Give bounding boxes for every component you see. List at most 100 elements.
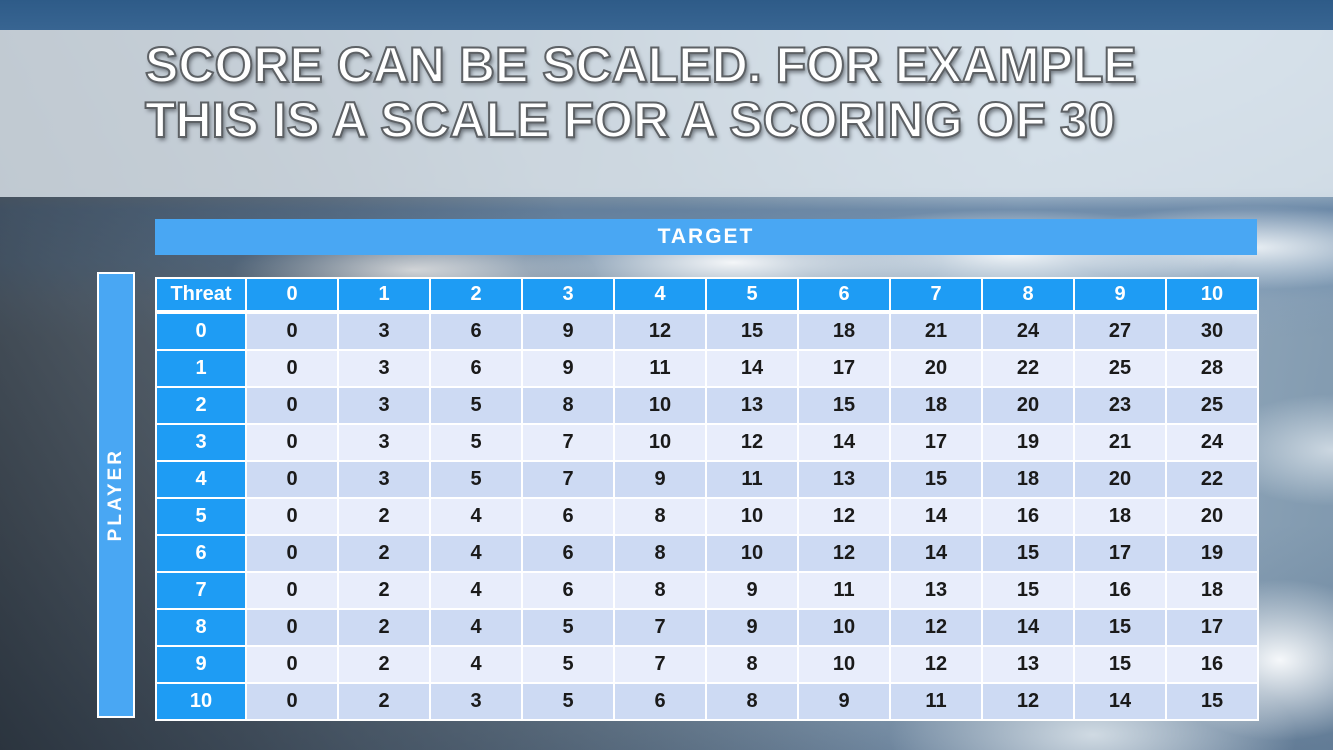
score-cell: 15 [705,311,799,351]
table-row: 9 0 2 4 5 7 8 10 12 13 15 16 [155,645,1259,684]
score-cell: 9 [705,608,799,647]
score-cell: 4 [429,608,523,647]
score-cell: 17 [797,349,891,388]
score-cell: 5 [521,608,615,647]
score-cell: 15 [797,386,891,425]
score-cell: 3 [337,349,431,388]
score-cell: 13 [705,386,799,425]
col-header: 2 [429,277,523,314]
col-header: 5 [705,277,799,314]
score-cell: 30 [1165,311,1259,351]
score-cell: 10 [705,497,799,536]
player-label: PLAYER [105,448,126,542]
score-cell: 8 [613,571,707,610]
score-cell: 10 [705,534,799,573]
score-cell: 18 [981,460,1075,499]
row-header: 2 [155,386,247,425]
score-cell: 12 [705,423,799,462]
row-header: 7 [155,571,247,610]
score-cell: 20 [981,386,1075,425]
score-cell: 2 [337,682,431,721]
table-row: 8 0 2 4 5 7 9 10 12 14 15 17 [155,608,1259,647]
score-cell: 7 [521,423,615,462]
score-cell: 11 [797,571,891,610]
score-cell: 7 [521,460,615,499]
score-cell: 4 [429,534,523,573]
score-cell: 6 [429,311,523,351]
score-cell: 14 [1073,682,1167,721]
top-accent-bar [0,0,1333,30]
score-cell: 8 [521,386,615,425]
score-cell: 10 [613,386,707,425]
score-cell: 3 [337,386,431,425]
score-cell: 12 [889,645,983,684]
col-header: 6 [797,277,891,314]
score-cell: 6 [521,534,615,573]
score-cell: 12 [797,534,891,573]
score-cell: 6 [429,349,523,388]
score-cell: 2 [337,608,431,647]
score-cell: 17 [1165,608,1259,647]
score-cell: 13 [981,645,1075,684]
score-cell: 14 [797,423,891,462]
score-cell: 21 [1073,423,1167,462]
table-header-row: Threat 0 1 2 3 4 5 6 7 8 9 10 [155,277,1259,314]
score-cell: 6 [521,571,615,610]
player-header-bar: PLAYER [97,272,135,718]
score-cell: 28 [1165,349,1259,388]
table-row: 2 0 3 5 8 10 13 15 18 20 23 25 [155,386,1259,425]
target-header-bar: TARGET [155,219,1257,255]
score-cell: 20 [889,349,983,388]
row-header: 9 [155,645,247,684]
score-cell: 13 [889,571,983,610]
score-cell: 6 [521,497,615,536]
score-cell: 0 [245,497,339,536]
col-header: 0 [245,277,339,314]
col-header: 9 [1073,277,1167,314]
score-cell: 11 [705,460,799,499]
score-cell: 16 [1073,571,1167,610]
score-cell: 18 [1073,497,1167,536]
table-row: 6 0 2 4 6 8 10 12 14 15 17 19 [155,534,1259,573]
score-cell: 5 [521,682,615,721]
score-cell: 7 [613,608,707,647]
score-cell: 3 [337,460,431,499]
title-banner: SCORE CAN BE SCALED. FOR EXAMPLE THIS IS… [0,30,1333,197]
score-cell: 8 [613,497,707,536]
score-cell: 25 [1165,386,1259,425]
score-cell: 0 [245,608,339,647]
score-cell: 0 [245,386,339,425]
score-cell: 3 [337,423,431,462]
score-cell: 24 [1165,423,1259,462]
score-cell: 4 [429,571,523,610]
score-table: Threat 0 1 2 3 4 5 6 7 8 9 10 0 0 3 6 9 12 15 18 21 24 27 30 1… [155,277,1259,721]
score-cell: 0 [245,460,339,499]
score-cell: 4 [429,497,523,536]
score-cell: 19 [981,423,1075,462]
score-cell: 15 [981,534,1075,573]
col-header: 1 [337,277,431,314]
score-cell: 15 [1165,682,1259,721]
score-cell: 24 [981,311,1075,351]
score-cell: 0 [245,349,339,388]
row-header: 0 [155,311,247,351]
score-cell: 21 [889,311,983,351]
row-header: 10 [155,682,247,721]
row-header: 5 [155,497,247,536]
score-cell: 5 [429,423,523,462]
slide-title-line-1: SCORE CAN BE SCALED. FOR EXAMPLE [144,37,1138,94]
score-cell: 15 [981,571,1075,610]
col-header: 3 [521,277,615,314]
score-cell: 18 [889,386,983,425]
score-cell: 17 [1073,534,1167,573]
score-cell: 2 [337,645,431,684]
score-cell: 0 [245,645,339,684]
score-cell: 18 [1165,571,1259,610]
row-header: 6 [155,534,247,573]
score-cell: 8 [705,682,799,721]
col-header: 4 [613,277,707,314]
table-row: 3 0 3 5 7 10 12 14 17 19 21 24 [155,423,1259,462]
score-cell: 5 [429,460,523,499]
score-cell: 17 [889,423,983,462]
score-cell: 13 [797,460,891,499]
